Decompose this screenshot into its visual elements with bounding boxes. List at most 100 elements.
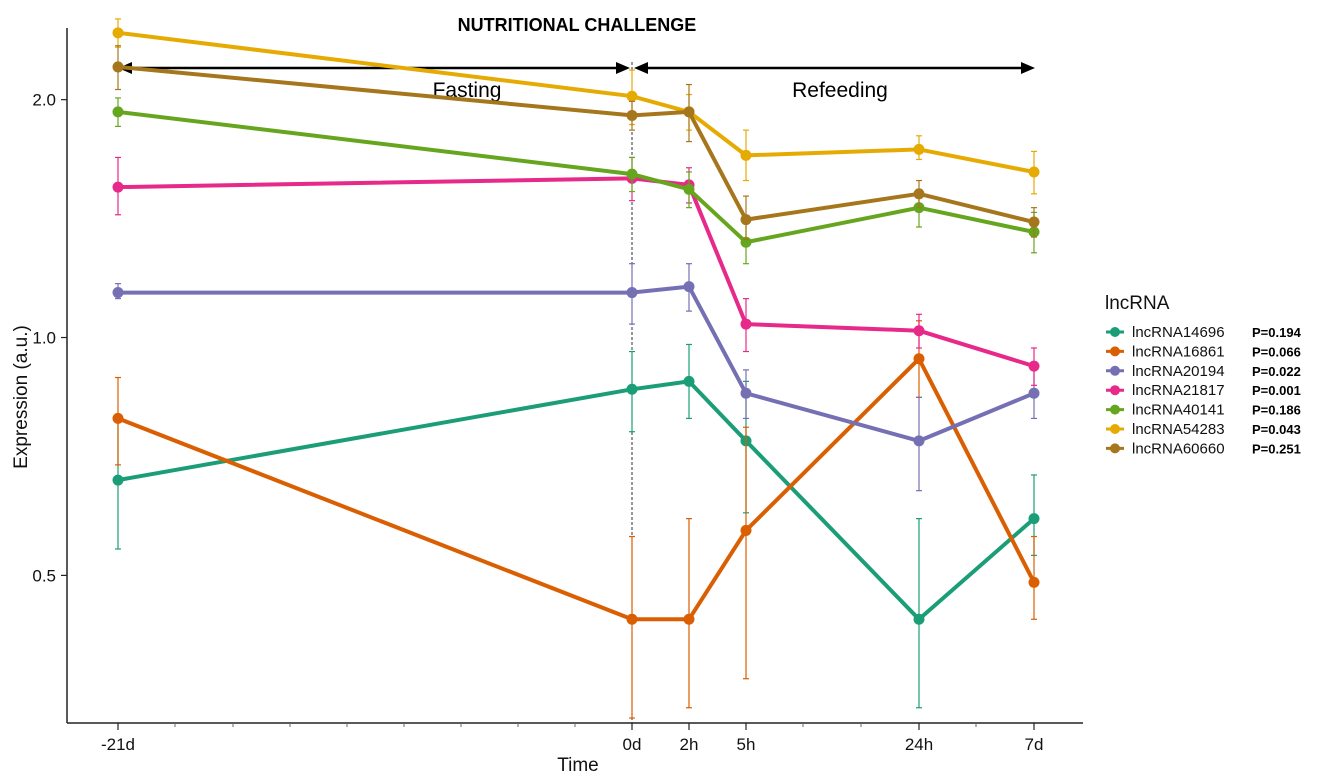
data-point xyxy=(683,375,695,387)
legend-key-point xyxy=(1110,385,1120,396)
legend-p-value: P=0.194 xyxy=(1252,325,1302,340)
data-point xyxy=(626,90,638,102)
data-point xyxy=(913,188,925,200)
x-axis-ticks: -21d 0d 2h 5h 24h 7d xyxy=(101,723,1043,754)
data-point xyxy=(740,387,752,399)
y-axis-ticks: 0.5 1.0 2.0 xyxy=(32,91,67,585)
legend-label: lncRNA20194 xyxy=(1132,363,1225,380)
legend-key-point xyxy=(1110,404,1120,415)
y-tick-label: 2.0 xyxy=(32,91,56,110)
data-point xyxy=(112,106,124,118)
data-point xyxy=(740,149,752,161)
data-point xyxy=(112,474,124,486)
legend-item: lncRNA16861 P=0.066 xyxy=(1106,343,1301,360)
legend-p-value: P=0.043 xyxy=(1252,422,1301,437)
data-point xyxy=(1028,166,1040,178)
data-point xyxy=(913,613,925,625)
series-line xyxy=(117,176,1035,369)
legend-label: lncRNA14696 xyxy=(1132,324,1225,341)
series-lncRNA60660 xyxy=(112,45,1040,241)
data-point xyxy=(913,143,925,155)
legend-item: lncRNA20194 P=0.022 xyxy=(1106,363,1301,380)
x-tick-label: 5h xyxy=(737,735,756,754)
data-point xyxy=(112,181,124,193)
series-line xyxy=(118,284,1035,443)
data-point xyxy=(1028,513,1040,525)
data-point xyxy=(112,27,124,39)
y-axis-title: Expression (a.u.) xyxy=(11,325,32,469)
data-point xyxy=(740,318,752,330)
data-point xyxy=(740,214,752,226)
x-axis-title: Time xyxy=(557,755,599,776)
series-line xyxy=(117,356,1036,622)
series-line xyxy=(117,109,1035,245)
series-lncRNA21817 xyxy=(112,156,1040,386)
data-point xyxy=(626,383,638,395)
legend-key-point xyxy=(1110,346,1120,357)
legend-item: lncRNA60660 P=0.251 xyxy=(1106,440,1301,457)
x-tick-label: 0d xyxy=(623,735,642,754)
data-point xyxy=(626,109,638,121)
data-point xyxy=(626,613,638,625)
x-tick-label: 24h xyxy=(905,735,933,754)
data-point xyxy=(1028,360,1040,372)
error-bar xyxy=(686,517,692,709)
legend-label: lncRNA16861 xyxy=(1132,343,1225,360)
chart-header: NUTRITIONAL CHALLENGE xyxy=(458,15,697,35)
data-point xyxy=(626,287,638,299)
phase-label-refeeding: Refeeding xyxy=(792,79,888,102)
series-line xyxy=(117,30,1035,174)
legend-label: lncRNA40141 xyxy=(1132,402,1225,419)
legend-title: lncRNA xyxy=(1105,293,1170,314)
x-tick-label: -21d xyxy=(101,735,135,754)
legend-key-point xyxy=(1110,443,1120,454)
legend-label: lncRNA54283 xyxy=(1132,421,1225,438)
legend-label: lncRNA21817 xyxy=(1132,382,1225,399)
y-tick-label: 1.0 xyxy=(32,329,56,348)
x-tick-label: 2h xyxy=(680,735,699,754)
refeeding-arrow-head-right xyxy=(1021,62,1035,74)
data-point xyxy=(913,325,925,337)
data-point xyxy=(1028,576,1040,588)
legend-label: lncRNA60660 xyxy=(1132,440,1225,457)
data-point xyxy=(683,613,695,625)
legend-p-value: P=0.001 xyxy=(1252,383,1301,398)
series-group xyxy=(112,18,1040,719)
refeeding-arrow-head-left xyxy=(634,62,648,74)
data-point xyxy=(683,281,695,293)
data-point xyxy=(1028,216,1040,228)
data-point xyxy=(913,353,925,365)
legend-item: lncRNA14696 P=0.194 xyxy=(1106,324,1302,341)
legend-p-value: P=0.022 xyxy=(1252,364,1301,379)
error-bar xyxy=(629,535,635,719)
legend-item: lncRNA54283 P=0.043 xyxy=(1106,421,1301,438)
y-tick-label: 0.5 xyxy=(32,566,56,585)
series-line xyxy=(117,379,1036,622)
legend-p-value: P=0.066 xyxy=(1252,344,1301,359)
series-lncRNA14696 xyxy=(112,343,1040,709)
data-point xyxy=(112,61,124,73)
data-point xyxy=(683,106,695,118)
x-tick-label: 7d xyxy=(1025,735,1044,754)
data-point xyxy=(112,412,124,424)
series-line xyxy=(117,64,1035,225)
data-point xyxy=(112,287,124,299)
data-point xyxy=(740,524,752,536)
legend-p-value: P=0.251 xyxy=(1252,441,1301,456)
series-lncRNA16861 xyxy=(112,320,1040,719)
data-point xyxy=(1028,387,1040,399)
legend-item: lncRNA40141 P=0.186 xyxy=(1106,402,1301,419)
legend-key-point xyxy=(1110,365,1120,376)
legend-key-point xyxy=(1110,327,1120,337)
data-point xyxy=(626,168,638,180)
legend-key-point xyxy=(1110,424,1120,434)
error-bar xyxy=(916,517,922,709)
data-point xyxy=(913,435,925,447)
legend-item: lncRNA21817 P=0.001 xyxy=(1106,382,1301,399)
error-bar xyxy=(743,426,749,680)
data-point xyxy=(683,183,695,195)
legend-p-value: P=0.186 xyxy=(1252,403,1301,418)
fasting-arrow-head-right xyxy=(616,62,630,74)
